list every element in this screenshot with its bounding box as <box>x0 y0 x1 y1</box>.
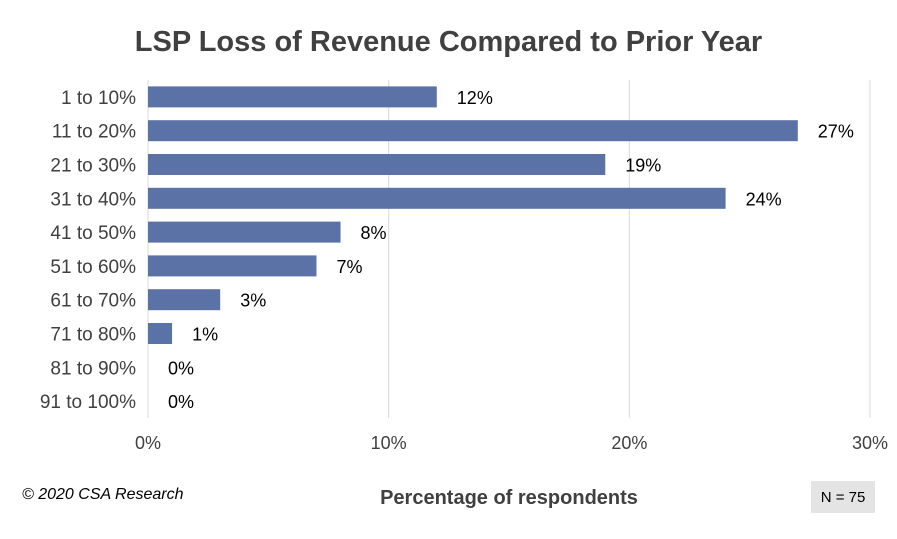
x-axis-label: Percentage of respondents <box>380 487 638 509</box>
category-label: 71 to 80% <box>50 325 136 346</box>
bar <box>148 255 317 277</box>
data-label: 0% <box>168 392 194 412</box>
bar <box>148 221 341 243</box>
copyright-note: © 2020 CSA Research <box>22 486 184 503</box>
data-label: 24% <box>746 189 782 209</box>
bar <box>148 86 437 108</box>
category-label: 1 to 10% <box>61 88 136 109</box>
category-label: 31 to 40% <box>50 189 136 210</box>
x-tick-label: 30% <box>852 433 888 453</box>
category-label: 51 to 60% <box>50 257 136 278</box>
data-label: 3% <box>240 291 266 311</box>
category-label: 91 to 100% <box>40 392 136 413</box>
bar <box>148 154 606 175</box>
data-label: 7% <box>336 257 362 277</box>
data-label: 19% <box>625 156 661 176</box>
data-label: 12% <box>457 88 493 108</box>
data-label: 0% <box>168 358 194 378</box>
bar <box>148 289 221 311</box>
category-label: 81 to 90% <box>50 358 136 379</box>
x-tick-label: 0% <box>135 433 161 453</box>
x-tick-label: 10% <box>371 433 407 453</box>
bar <box>148 323 173 344</box>
chart-title: LSP Loss of Revenue Compared to Prior Ye… <box>134 26 763 58</box>
bar <box>148 120 798 142</box>
sample-size-badge: N = 75 <box>811 481 875 513</box>
x-tick-label: 20% <box>611 433 647 453</box>
sample-size-text: N = 75 <box>820 488 866 506</box>
category-label: 21 to 30% <box>50 156 136 177</box>
category-label: 61 to 70% <box>50 291 136 312</box>
category-label: 11 to 20% <box>52 122 136 143</box>
data-label: 1% <box>192 325 218 345</box>
category-label: 41 to 50% <box>50 223 136 244</box>
data-label: 8% <box>361 223 387 243</box>
data-label: 27% <box>818 122 854 142</box>
bar <box>148 187 726 209</box>
